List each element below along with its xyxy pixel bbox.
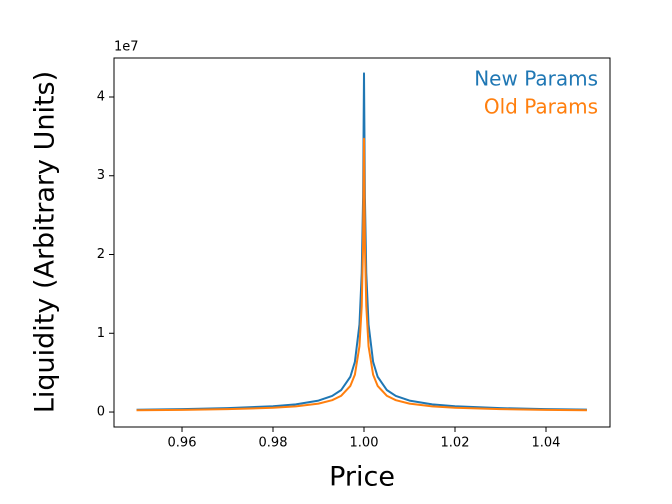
x-axis-label: Price: [329, 462, 395, 493]
y-axis-label: Liquidity (Arbitrary Units): [30, 71, 61, 413]
x-tick-label: 1.02: [441, 436, 470, 451]
line-series: [136, 72, 587, 411]
x-tick-label: 1.04: [532, 436, 561, 451]
legend-entry: Old Params: [484, 95, 598, 119]
plot-frame: [113, 57, 611, 428]
x-tick-label: 0.96: [168, 436, 197, 451]
y-tick-label: 3: [97, 168, 105, 183]
legend-entry: New Params: [474, 67, 598, 91]
x-tick-label: 1.00: [350, 436, 379, 451]
y-offset-label: 1e7: [114, 40, 139, 55]
x-tick-label: 0.98: [259, 436, 288, 451]
y-tick-label: 0: [97, 405, 105, 420]
y-tick-label: 4: [97, 89, 105, 104]
line-series: [136, 137, 587, 412]
y-tick-label: 2: [97, 247, 105, 262]
y-tick-label: 1: [97, 326, 105, 341]
